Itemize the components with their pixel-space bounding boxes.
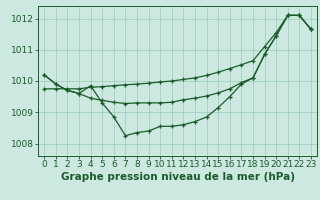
X-axis label: Graphe pression niveau de la mer (hPa): Graphe pression niveau de la mer (hPa) xyxy=(60,172,295,182)
